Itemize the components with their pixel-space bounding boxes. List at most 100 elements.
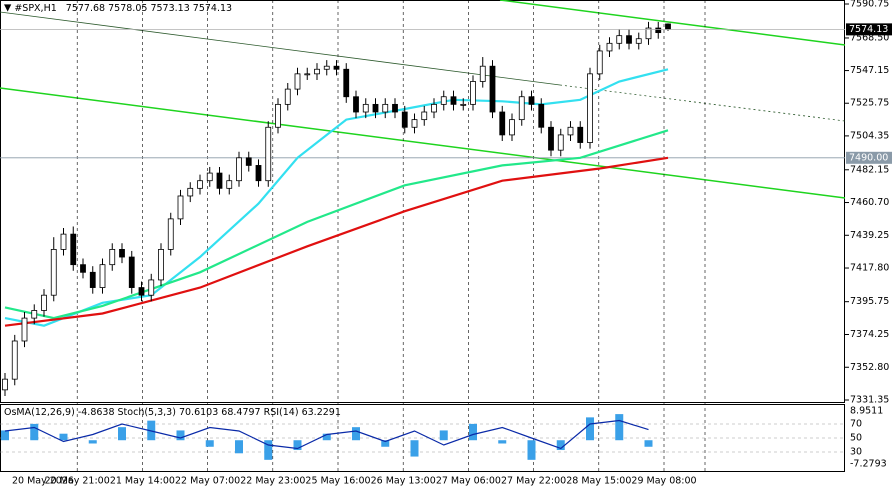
candle-body <box>333 65 340 70</box>
y-tick-label: 7374.25 <box>850 329 889 340</box>
header-open: 7577.68 <box>66 3 105 14</box>
candle-body <box>50 249 57 296</box>
level-label: 50 <box>850 433 862 444</box>
candle-body <box>372 103 379 113</box>
candle-body <box>60 233 67 250</box>
y-tick-label: 7590.75 <box>850 0 889 9</box>
candle-body <box>167 218 174 250</box>
osma-bar <box>469 423 477 441</box>
candle-body <box>353 96 359 113</box>
indicator-header: OsMA(12,26,9) -4.8638 Stoch(5,3,3) 70.61… <box>4 407 341 418</box>
candle-body <box>470 81 476 105</box>
candle-body <box>450 96 457 105</box>
x-tick-label: 28 May 15:00 <box>566 476 631 487</box>
stoch-value: 70.6103 <box>179 407 218 418</box>
candle-body <box>401 111 408 128</box>
y-tick-label: 7568.50 <box>850 32 889 43</box>
candle-body <box>479 65 486 82</box>
candle-body <box>626 35 632 44</box>
candle-body <box>138 287 145 296</box>
candle-body <box>489 65 496 113</box>
symbol: #SPX,H1 <box>14 3 56 14</box>
candle-body <box>518 96 525 121</box>
osma-label: OsMA(12,26,9) <box>4 407 75 418</box>
y-tick-label: 7547.15 <box>850 65 889 76</box>
channel-line <box>499 0 846 46</box>
osma-bar <box>381 440 390 447</box>
candle-body <box>616 35 623 44</box>
candle-body <box>567 126 574 136</box>
osma-bar <box>644 440 653 447</box>
osma-bar <box>1 430 9 441</box>
osma-bar <box>235 440 243 454</box>
osma-bar <box>59 433 68 441</box>
candle-body <box>460 103 467 106</box>
candle-body <box>148 279 155 296</box>
osma-bar <box>439 430 448 441</box>
price-label: 7574.13 <box>849 24 888 35</box>
candle-body <box>655 27 662 34</box>
osma-min-label: -7.2793 <box>850 459 887 470</box>
moving-average <box>4 156 669 327</box>
candle-body <box>2 378 8 391</box>
osma-max-label: 8.9511 <box>850 406 883 417</box>
x-tick-label: 27 May 06:00 <box>436 476 501 487</box>
candle-body <box>538 103 545 128</box>
candle-body <box>80 264 86 273</box>
y-tick-label: 7482.15 <box>850 164 889 175</box>
osma-bar <box>30 423 39 441</box>
candle-body <box>11 340 18 380</box>
candle-body <box>557 134 564 151</box>
header-close: 7574.13 <box>193 3 232 14</box>
osma-bar <box>264 440 273 460</box>
osma-bar <box>322 433 331 441</box>
candle-body <box>323 65 330 70</box>
candle-body <box>577 126 584 143</box>
candle-body <box>421 111 428 121</box>
x-tick-label: 20 May 21:00 <box>45 476 110 487</box>
candle-body <box>99 264 106 288</box>
x-tick-label: 29 May 08:00 <box>631 476 696 487</box>
rsi-label: RSI(14) <box>264 407 299 418</box>
trend-line <box>0 11 561 86</box>
stoch-value: 68.4797 <box>221 407 260 418</box>
osma-bar <box>615 414 624 441</box>
candle-body <box>304 73 311 76</box>
candle-body <box>255 165 262 182</box>
candle-body <box>314 68 320 75</box>
candle-body <box>294 73 301 90</box>
moving-average <box>4 129 669 320</box>
osma-bar <box>293 440 302 451</box>
y-tick-label: 7525.75 <box>850 98 889 109</box>
y-tick-label: 7352.80 <box>850 362 889 373</box>
candle-body <box>216 172 223 189</box>
x-tick-label: 25 May 16:00 <box>305 476 370 487</box>
candle-body <box>635 38 642 44</box>
candle-body <box>440 96 447 105</box>
candle-body <box>362 103 369 113</box>
rsi-value: 63.2291 <box>302 407 341 418</box>
candle-body <box>275 103 281 128</box>
main-pane <box>0 0 845 403</box>
osma-value: -4.8638 <box>78 407 115 418</box>
candle-body <box>236 157 242 182</box>
header: ▼ #SPX,H1 7577.68 7578.05 7573.13 7574.1… <box>4 3 232 14</box>
candle-body <box>499 111 506 136</box>
candle-body <box>645 27 652 40</box>
candle-body <box>41 294 47 311</box>
candle-body <box>187 187 194 197</box>
y-tick-label: 7395.75 <box>850 296 889 307</box>
candle-body <box>197 180 203 189</box>
candle-body <box>31 310 38 319</box>
candle-body <box>226 180 233 189</box>
y-tick-label: 7331.35 <box>850 395 889 406</box>
osma-bar <box>352 427 360 441</box>
x-tick-label: 22 May 23:00 <box>240 476 305 487</box>
candle-body <box>265 126 272 182</box>
candle-body <box>509 119 515 136</box>
osma-bar <box>586 417 594 441</box>
x-tick-label: 20 May 2026 <box>12 476 74 487</box>
candle-body <box>158 249 164 281</box>
